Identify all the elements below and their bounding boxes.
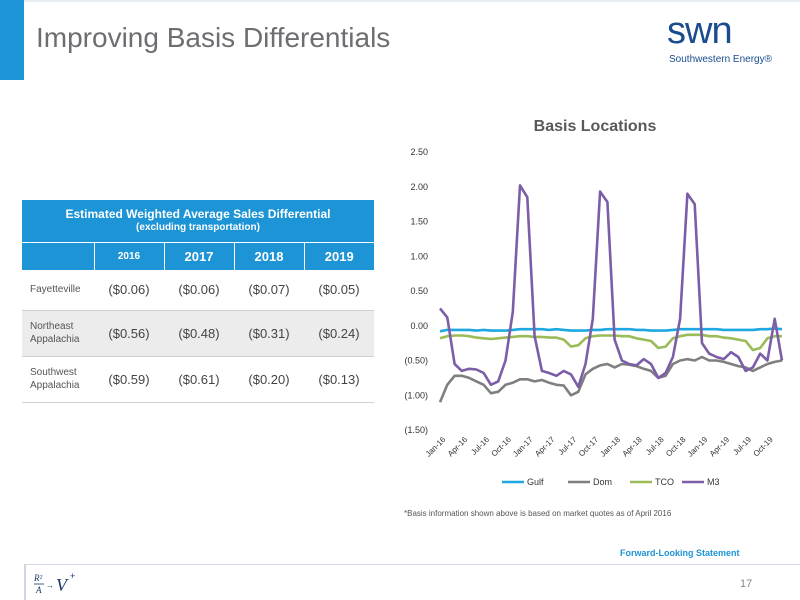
row-label-line: Appalachia [30,380,80,391]
table-cell: ($0.24) [304,310,374,357]
x-tick-label: Apr-16 [446,435,470,459]
table-cell: ($0.56) [94,310,164,357]
x-tick-label: Oct-17 [577,435,601,459]
table-cell: ($0.06) [94,270,164,311]
svg-text:A: A [35,585,42,595]
footer-rule [24,564,800,565]
x-tick-label: Jul-18 [644,435,666,457]
y-tick-label: 1.50 [410,217,428,227]
y-tick-label: 2.50 [410,147,428,157]
x-tick-label: Apr-18 [621,435,645,459]
table-header-row: 2016 2017 2018 2019 [22,241,374,270]
y-tick-label: (1.50) [404,425,428,435]
legend-label: Gulf [527,477,544,487]
chart-title: Basis Locations [533,118,657,135]
logo-subtitle: Southwestern Energy® [669,54,772,65]
table-cell: ($0.05) [304,270,374,311]
row-label: Southwest Appalachia [22,356,94,403]
row-label-line: Appalachia [30,334,80,345]
slide-header: Improving Basis Differentials [0,0,800,80]
header-accent-bar [0,0,24,80]
y-tick-label: (1.00) [404,390,428,400]
x-tick-label: Jul-19 [731,435,753,457]
slide-title: Improving Basis Differentials [36,22,391,53]
table-title-cell: Estimated Weighted Average Sales Differe… [22,200,374,242]
logo-wordmark: swn [667,10,733,52]
y-tick-label: 1.00 [410,251,428,261]
y-tick-label: 0.00 [410,321,428,331]
x-tick-label: Jan-16 [424,435,448,459]
x-tick-label: Jul-17 [557,435,579,457]
table-cell: ($0.07) [234,270,304,311]
row-label-line: Southwest [30,367,77,378]
table-cell: ($0.31) [234,310,304,357]
footer-bar [24,564,26,600]
series-line-dom [438,355,783,403]
legend-label: M3 [707,477,720,487]
year-header: 2019 [303,241,374,270]
swn-logo: swn Southwestern Energy® [667,10,777,66]
row-label: Northeast Appalachia [22,310,94,357]
y-tick-label: (0.50) [404,356,428,366]
y-tick-label: 2.00 [410,182,428,192]
table-subtitle: (excluding transportation) [136,221,260,233]
svg-text:→: → [46,581,54,590]
x-tick-label: Apr-19 [708,435,732,459]
year-header: 2018 [233,241,304,270]
forward-looking-link[interactable]: Forward-Looking Statement [620,548,740,558]
x-tick-label: Oct-19 [752,435,776,459]
x-tick-label: Apr-17 [533,435,557,459]
table-cell: ($0.61) [164,356,234,403]
footnote: *Basis information shown above is based … [404,509,672,518]
x-tick-label: Oct-16 [490,435,514,459]
table-row: Northeast Appalachia ($0.56) ($0.48) ($0… [22,310,374,357]
series-line-tco [439,333,782,352]
legend-label: TCO [655,477,674,487]
chart-canvas: 2.50 2.00 1.50 1.00 0.50 0.00 (0.50) (1.00) (1.5… [404,147,784,487]
table-cell: ($0.59) [94,356,164,403]
table-title: Estimated Weighted Average Sales Differe… [65,206,331,221]
table-cell: ($0.13) [304,356,374,403]
basis-chart: Basis Locations 2.50 2.00 1.50 1.00 0.50 0.00… [390,110,800,500]
svg-text:R²: R² [33,573,42,583]
row-label-line: Northeast [30,321,74,332]
series-line-m3 [438,184,784,389]
table-row: Southwest Appalachia ($0.59) ($0.61) ($0… [22,356,374,403]
row-label: Fayetteville [22,270,94,311]
year-header: 2016 [93,241,164,270]
y-tick-label: 0.50 [410,286,428,296]
legend-label: Dom [593,477,612,487]
x-tick-label: Jan-17 [511,435,535,459]
table-corner-cell [22,241,94,270]
header-rule [24,0,800,2]
x-tick-label: Jul-16 [469,435,491,457]
table-cell: ($0.48) [164,310,234,357]
table-row: Fayetteville ($0.06) ($0.06) ($0.07) ($0… [22,270,374,311]
svg-text:V: V [56,575,69,595]
table-cell: ($0.20) [234,356,304,403]
series-line-gulf [439,327,783,333]
differential-table: Estimated Weighted Average Sales Differe… [22,200,374,403]
page-number: 17 [740,578,753,590]
table-cell: ($0.06) [164,270,234,311]
svg-text:+: + [70,571,75,581]
x-tick-label: Jan-19 [686,435,710,459]
year-header: 2017 [163,241,234,270]
x-tick-label: Oct-18 [664,435,688,459]
formula-icon: R² A → V + [33,571,75,595]
x-tick-label: Jan-18 [598,435,622,459]
